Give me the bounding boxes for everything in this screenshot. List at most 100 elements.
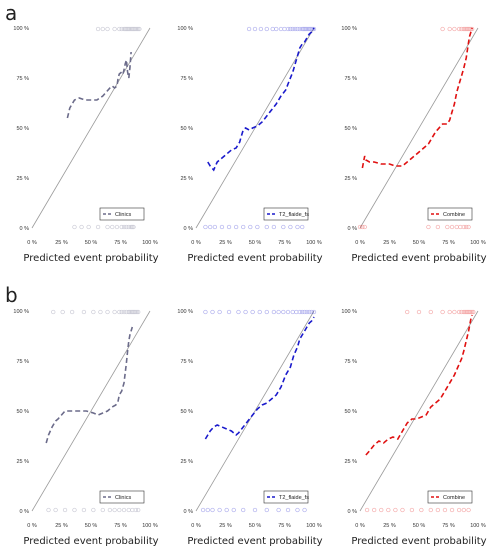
rug-mark-bottom	[124, 224, 129, 230]
rug-mark-top	[290, 309, 295, 315]
rug-mark-top	[440, 26, 445, 32]
rug-mark-top	[456, 309, 462, 315]
rug-mark-top	[452, 309, 457, 315]
rug-mark-top	[416, 309, 422, 315]
rug-mark-top	[302, 26, 307, 32]
y-tick-label: 25 %	[344, 459, 357, 465]
diagonal-reference-line	[31, 27, 151, 229]
rug-mark-bottom	[91, 507, 96, 513]
rug-mark-top	[131, 26, 136, 32]
rug-mark-top	[270, 26, 275, 32]
rug-mark-bottom	[79, 224, 84, 230]
rug-mark-bottom	[449, 507, 455, 513]
y-tick-label: 25 %	[16, 459, 29, 465]
y-tick-label: 50 %	[344, 126, 357, 132]
rug-mark-top	[447, 309, 452, 315]
rug-mark-top	[464, 309, 469, 315]
rug-mark-bottom	[126, 224, 131, 230]
calibration-curve	[204, 316, 315, 440]
rug-mark-bottom	[400, 507, 405, 513]
y-tick-label: 50 %	[344, 409, 357, 415]
rug-mark-top	[132, 26, 137, 32]
rug-mark-top	[452, 26, 457, 32]
rug-mark-top	[467, 26, 472, 32]
rug-mark-top	[119, 26, 124, 32]
x-tick-label: 100 %	[470, 523, 486, 529]
rug-mark-top	[303, 26, 308, 32]
x-tick-label: 50 %	[249, 523, 262, 529]
rug-mark-bottom	[219, 224, 225, 230]
rug-mark-bottom	[276, 507, 281, 513]
rug-mark-bottom	[46, 507, 51, 513]
rug-mark-top	[307, 309, 312, 315]
y-tick-label: 75 %	[180, 76, 193, 82]
rug-mark-top	[126, 309, 131, 315]
rug-mark-top	[304, 26, 310, 32]
rug-mark-bottom	[224, 507, 229, 513]
rug-mark-top	[264, 309, 269, 315]
calibration-plot-b-2: 0 % 25 % 50 % 75 % 100 % 0 % 25 % 50 % 75 % 100 %…	[177, 309, 322, 547]
rug-mark-bottom	[302, 507, 307, 513]
rug-marks	[46, 309, 141, 513]
rug-mark-bottom	[131, 224, 136, 230]
rug-mark-top	[136, 26, 141, 32]
legend-box	[263, 490, 309, 504]
rug-mark-top	[271, 309, 277, 315]
rug-mark-bottom	[252, 507, 258, 513]
rug-mark-top	[81, 309, 87, 315]
rug-mark-top	[310, 26, 315, 32]
rug-mark-top	[130, 26, 135, 32]
rug-mark-top	[100, 26, 105, 32]
rug-mark-bottom	[255, 224, 260, 230]
rug-mark-top	[459, 309, 464, 315]
calibration-curve	[361, 27, 473, 169]
x-axis-title: Predicted event probability	[187, 536, 322, 547]
rug-mark-top	[133, 309, 138, 315]
legend-box	[99, 207, 145, 221]
x-tick-label: 100 %	[306, 240, 322, 246]
rug-mark-top	[121, 309, 127, 315]
y-tick-label: 50 %	[16, 126, 29, 132]
rug-mark-top	[128, 26, 134, 32]
calibration-plot-a-1: 0 % 25 % 50 % 75 % 100 % 0 % 25 % 50 % 75 % 100 %…	[13, 26, 158, 264]
rug-mark-bottom	[100, 507, 105, 513]
x-tick-label: 75 %	[114, 240, 127, 246]
panel-label-b: b	[5, 283, 18, 307]
diagonal-reference-line	[359, 27, 479, 229]
rug-mark-top	[134, 309, 140, 315]
calibration-plot-b-3: 0 % 25 % 50 % 75 % 100 % 0 % 25 % 50 % 75 % 100 %…	[341, 309, 486, 547]
rug-mark-top	[467, 309, 472, 315]
rug-mark-top	[285, 309, 291, 315]
rug-mark-bottom	[428, 507, 433, 513]
x-tick-label: 25 %	[219, 240, 232, 246]
y-tick-label: 100 %	[177, 26, 193, 32]
rug-mark-top	[130, 309, 135, 315]
rug-mark-top	[459, 26, 464, 32]
rug-mark-top	[311, 26, 317, 32]
rug-mark-bottom	[295, 507, 300, 513]
rug-mark-bottom	[200, 507, 206, 513]
rug-mark-top	[469, 26, 475, 32]
rug-mark-bottom	[419, 507, 424, 513]
rug-mark-top	[91, 309, 96, 315]
rug-mark-top	[469, 309, 475, 315]
diagonal-reference-line	[359, 310, 479, 512]
rug-mark-top	[134, 26, 140, 32]
rug-mark-top	[461, 26, 466, 32]
rug-mark-top	[246, 26, 252, 32]
x-tick-label: 25 %	[383, 240, 396, 246]
rug-mark-top	[112, 26, 117, 32]
rug-mark-top	[119, 309, 124, 315]
rug-mark-top	[257, 309, 262, 315]
x-tick-label: 25 %	[55, 240, 68, 246]
y-tick-label: 0 %	[184, 226, 194, 232]
rug-mark-top	[133, 26, 138, 32]
rug-mark-bottom	[458, 224, 463, 230]
x-tick-label: 75 %	[114, 523, 127, 529]
rug-mark-bottom	[241, 507, 246, 513]
y-tick-label: 0 %	[20, 509, 30, 515]
rug-mark-top	[210, 309, 215, 315]
rug-mark-top	[95, 26, 101, 32]
rug-mark-top	[250, 309, 255, 315]
y-tick-label: 0 %	[184, 509, 194, 515]
